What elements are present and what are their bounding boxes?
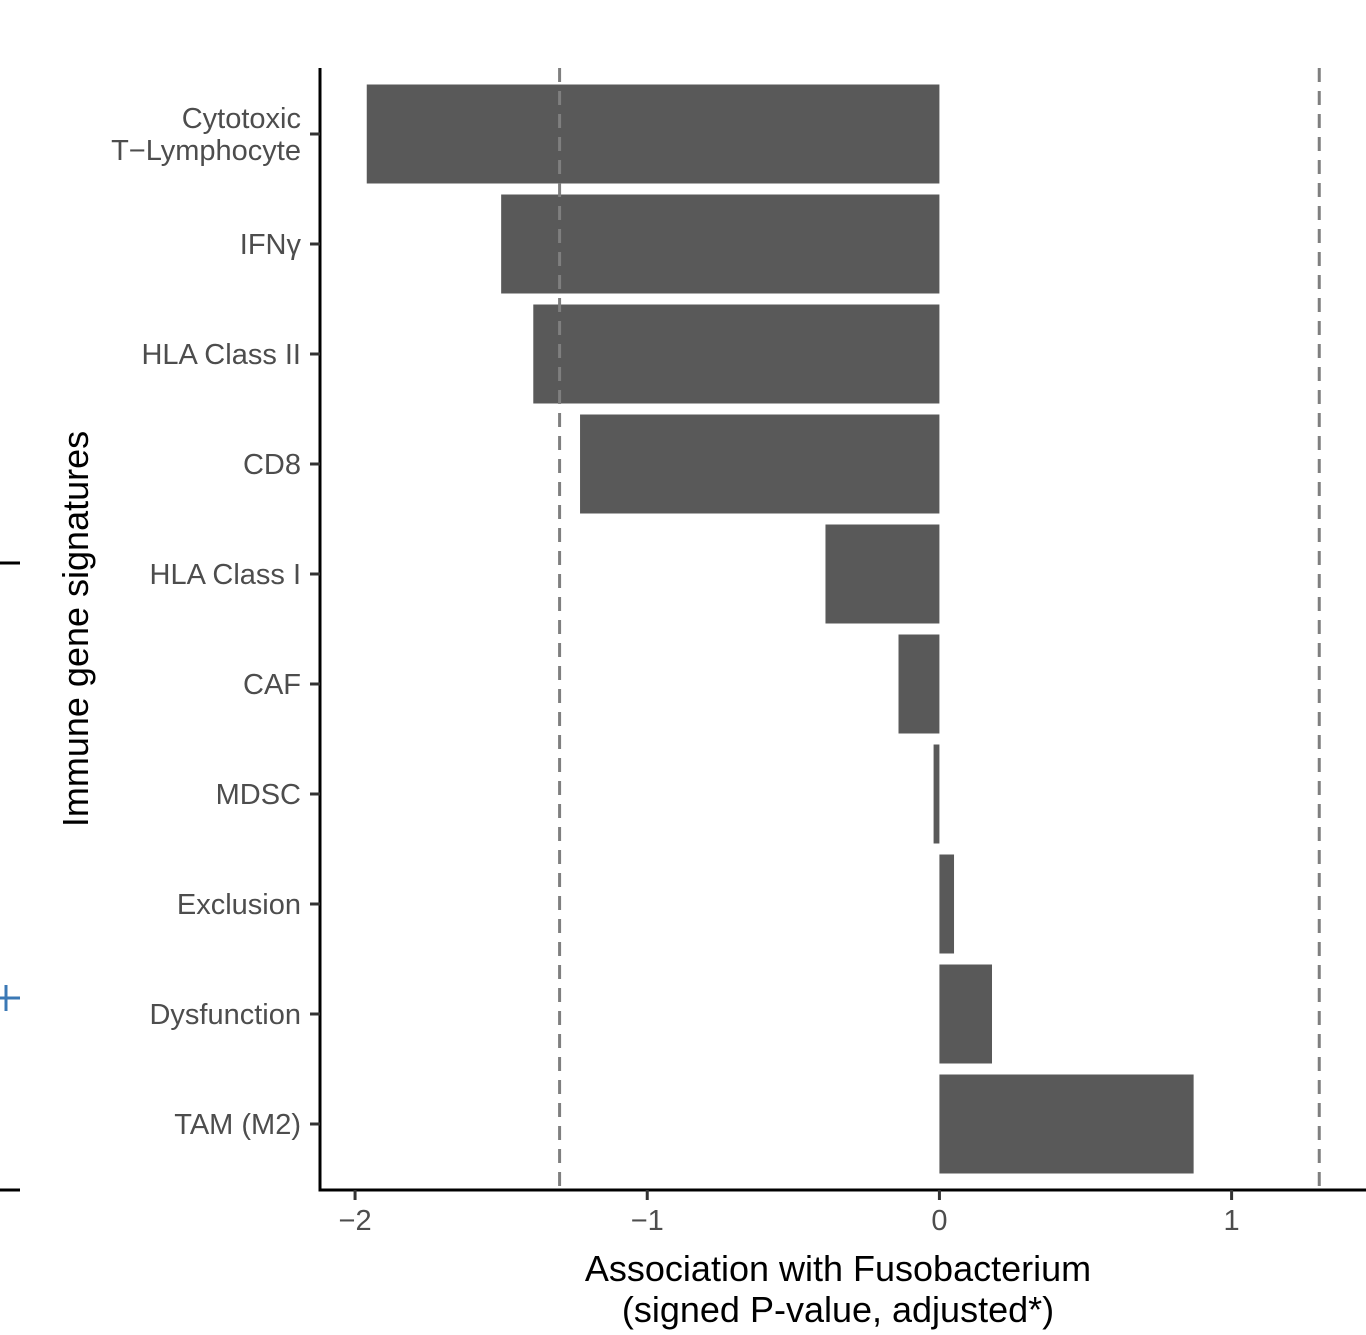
y-tick-label-line: Cytotoxic — [182, 103, 301, 135]
y-tick-label-4: CD8 — [243, 449, 301, 481]
y-tick-label-1: Cytotoxic T−Lymphocyte — [111, 103, 301, 167]
bar-1 — [366, 84, 940, 184]
y-tick-label-line: HLA Class I — [150, 559, 302, 591]
bar-6 — [898, 634, 940, 734]
y-tick-label-8: Exclusion — [177, 889, 301, 921]
y-tick-label-3: HLA Class II — [141, 339, 301, 371]
axes-layer — [0, 68, 1366, 1200]
y-tick-label-6: CAF — [243, 669, 301, 701]
y-tick-label-9: Dysfunction — [149, 999, 301, 1031]
bar-7 — [933, 744, 940, 844]
x-axis-title: Association with Fusobacterium (signed P-… — [585, 1248, 1091, 1330]
y-axis-title: Immune gene signatures — [55, 431, 96, 827]
x-tick-label-4: 1 — [1224, 1205, 1240, 1237]
y-tick-label-10: TAM (M2) — [174, 1109, 301, 1141]
bar-10 — [939, 1074, 1194, 1174]
y-tick-label-line: CD8 — [243, 449, 301, 481]
y-tick-label-line: T−Lymphocyte — [111, 135, 301, 167]
bar-4 — [580, 414, 940, 514]
bars-layer — [366, 84, 1194, 1174]
x-axis-title-line: (signed P-value, adjusted*) — [622, 1289, 1054, 1330]
y-tick-label-5: HLA Class I — [150, 559, 302, 591]
y-tick-label-line: HLA Class II — [141, 339, 301, 371]
y-tick-label-line: TAM (M2) — [174, 1109, 301, 1141]
bar-8 — [939, 854, 955, 954]
labels-layer: Cytotoxic T−Lymphocyte IFNγ HLA Class II CD8… — [55, 103, 1240, 1330]
x-tick-label-2: −1 — [631, 1205, 664, 1237]
y-tick-label-7: MDSC — [216, 779, 301, 811]
reference-lines-layer — [558, 68, 1321, 1190]
y-tick-label-line: Exclusion — [177, 889, 301, 921]
bar-3 — [533, 304, 940, 404]
y-tick-label-line: IFNγ — [240, 229, 302, 261]
x-tick-label-1: −2 — [339, 1205, 372, 1237]
y-tick-label-line: MDSC — [216, 779, 301, 811]
y-tick-label-line: Dysfunction — [149, 999, 301, 1031]
bar-2 — [501, 194, 940, 294]
x-axis-title-line: Association with Fusobacterium — [585, 1248, 1091, 1289]
y-tick-label-line: CAF — [243, 669, 301, 701]
x-tick-label-3: 0 — [931, 1205, 947, 1237]
y-tick-label-2: IFNγ — [240, 229, 302, 261]
bar-5 — [825, 524, 940, 624]
bar-9 — [939, 964, 993, 1064]
